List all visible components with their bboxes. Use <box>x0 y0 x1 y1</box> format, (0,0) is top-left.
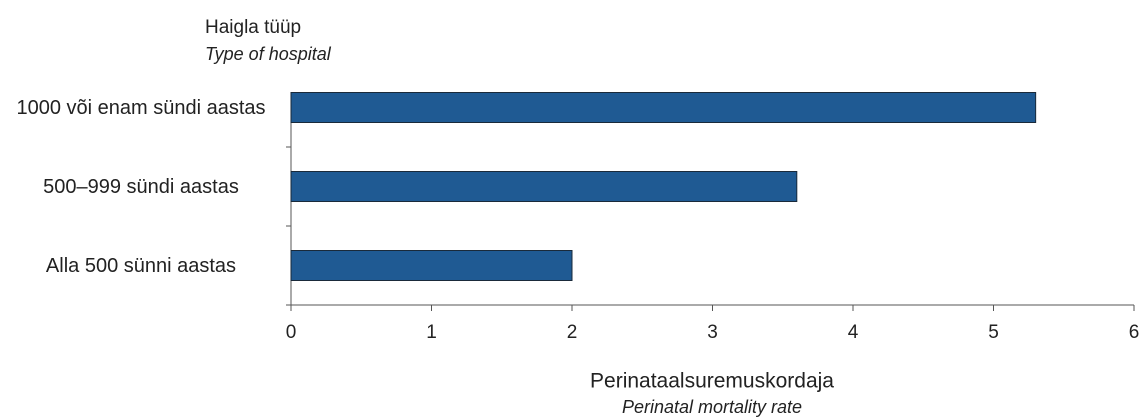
y-axis-title: Haigla tüüp <box>205 17 301 38</box>
x-tick-label: 1 <box>426 322 437 343</box>
y-axis-subtitle: Type of hospital <box>205 44 332 64</box>
bar <box>290 250 573 281</box>
x-tick-label: 4 <box>848 322 859 343</box>
x-axis-subtitle: Perinatal mortality rate <box>622 397 802 417</box>
bar <box>290 92 1037 123</box>
x-tick-label: 2 <box>567 322 578 343</box>
x-tick-label: 3 <box>707 322 718 343</box>
y-tick-label: 500–999 sündi aastas <box>43 175 239 198</box>
x-tick-label: 5 <box>988 322 999 343</box>
bar <box>290 171 798 202</box>
y-tick-label: Alla 500 sünni aastas <box>45 254 237 277</box>
x-tick-label: 0 <box>286 322 297 343</box>
y-tick-label: 1000 või enam sündi aastas <box>16 96 266 119</box>
x-axis-title: Perinataalsuremuskordaja <box>590 370 834 393</box>
x-tick-label: 6 <box>1129 322 1140 343</box>
